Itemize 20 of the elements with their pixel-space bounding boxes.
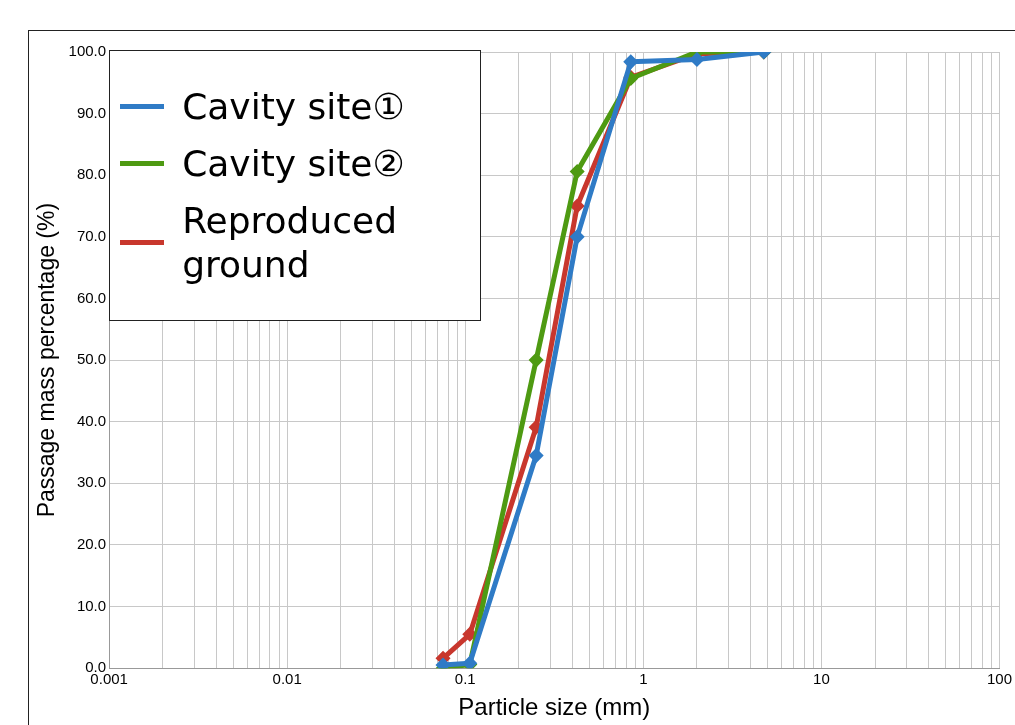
x-tick-label: 100 bbox=[986, 670, 1012, 688]
y-tick-label: 100.0 bbox=[68, 42, 107, 60]
y-tick-label: 80.0 bbox=[76, 165, 107, 183]
y-tick-label: 90.0 bbox=[76, 103, 107, 121]
x-tick-label: 0.1 bbox=[454, 670, 476, 688]
y-tick-label: 30.0 bbox=[76, 473, 107, 491]
x-tick-label: 10 bbox=[813, 670, 830, 688]
legend-label: Reproduced ground bbox=[182, 199, 399, 286]
y-tick-label: 60.0 bbox=[76, 288, 107, 306]
x-axis-title: Particle size (mm) bbox=[458, 693, 651, 721]
legend-label: Cavity site② bbox=[182, 142, 405, 186]
x-tick-label: 0.01 bbox=[272, 670, 302, 688]
y-tick-label: 50.0 bbox=[76, 350, 107, 368]
y-axis-title: Passage mass percentage (%) bbox=[33, 202, 60, 518]
y-tick-label: 10.0 bbox=[76, 596, 107, 614]
y-tick-label: 40.0 bbox=[76, 411, 107, 429]
legend-label: Cavity site① bbox=[182, 85, 405, 129]
y-tick-label: 70.0 bbox=[76, 227, 107, 244]
y-tick-label: 20.0 bbox=[76, 535, 107, 553]
x-tick-label: 1 bbox=[639, 670, 648, 688]
